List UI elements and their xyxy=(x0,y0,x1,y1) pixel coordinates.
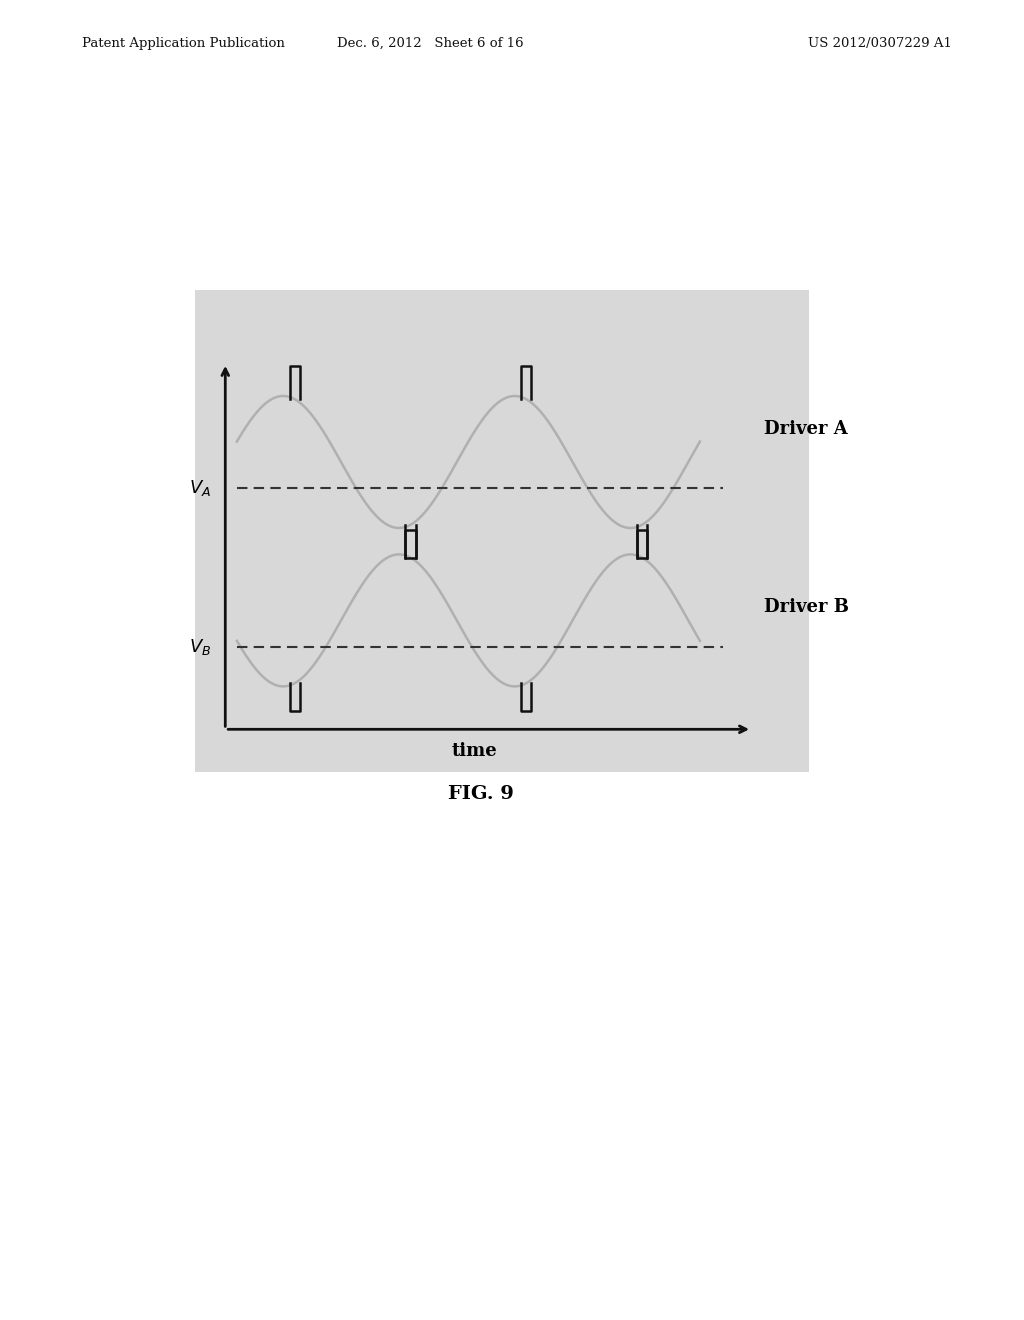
Text: Driver A: Driver A xyxy=(764,420,847,438)
Text: Patent Application Publication: Patent Application Publication xyxy=(82,37,285,50)
Text: $V_B$: $V_B$ xyxy=(189,636,211,657)
Text: Dec. 6, 2012   Sheet 6 of 16: Dec. 6, 2012 Sheet 6 of 16 xyxy=(337,37,523,50)
Text: Driver B: Driver B xyxy=(764,598,849,616)
Text: US 2012/0307229 A1: US 2012/0307229 A1 xyxy=(808,37,952,50)
Text: $V_A$: $V_A$ xyxy=(189,478,211,499)
Text: FIG. 9: FIG. 9 xyxy=(449,785,514,804)
Text: time: time xyxy=(452,742,497,760)
